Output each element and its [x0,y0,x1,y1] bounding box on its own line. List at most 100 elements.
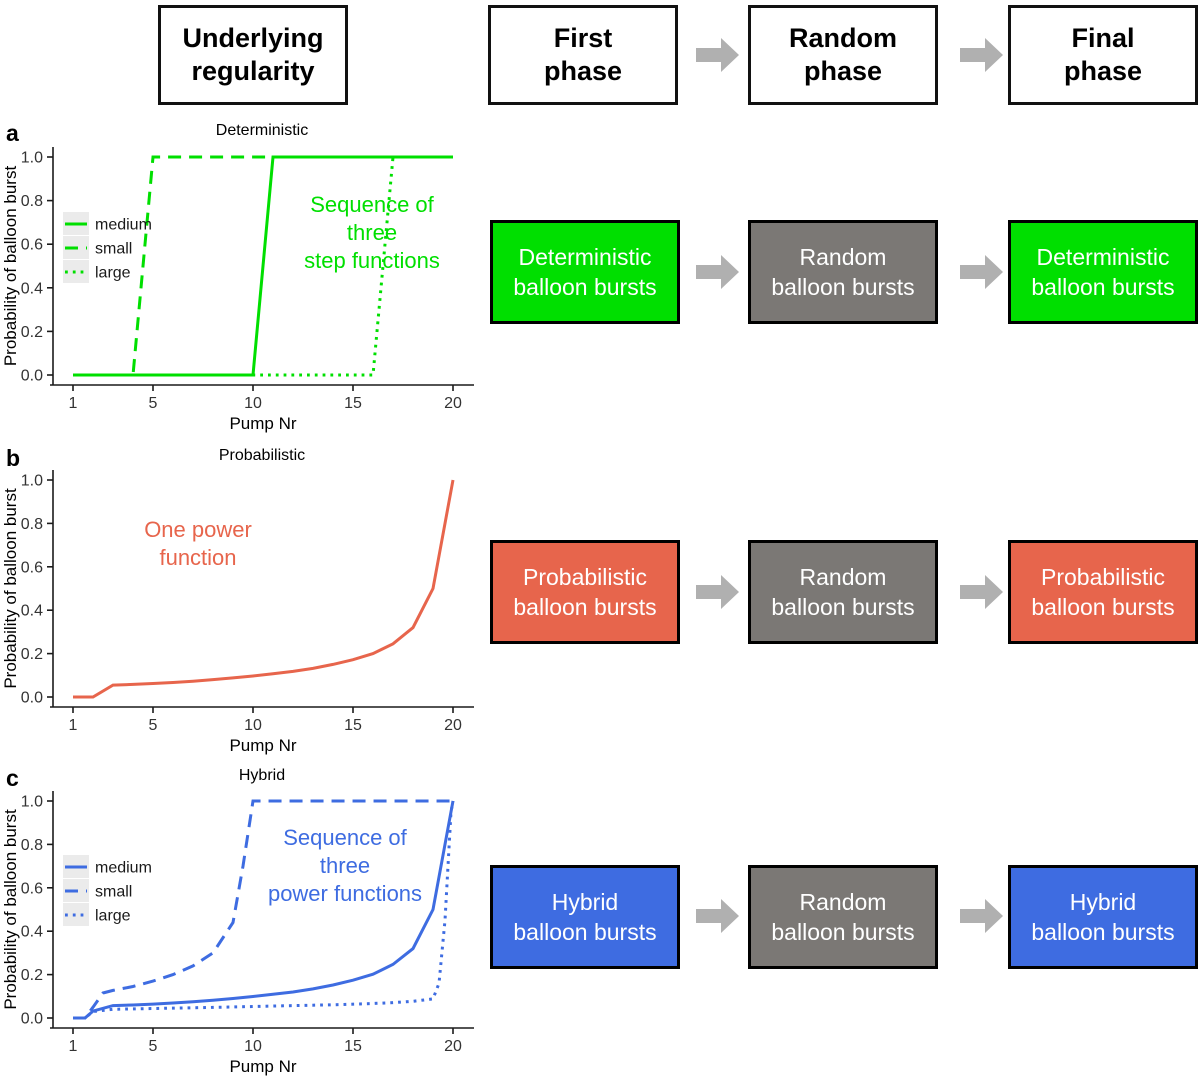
flow-box-b-final-probabilistic: Probabilistic balloon bursts [1008,540,1198,644]
header-label-line: Random [789,23,897,54]
y-tick-label: 0.2 [21,324,43,341]
header-label-line: phase [803,56,883,86]
flow-box-a-first-deterministic: Deterministic balloon bursts [490,220,680,324]
series-medium [73,155,453,377]
flow-box-label-line: Probabilistic [523,563,647,590]
x-tick-label: 1 [69,717,78,734]
annotation: Sequence of three power functions [268,825,422,906]
chart-title: Hybrid [239,767,285,784]
arrow-right-shape [696,38,739,72]
arrow-right-icon [960,575,1003,609]
annotation-line: step functions [304,248,440,273]
header-label-line: First [553,23,613,54]
y-tick-label: 0.4 [21,924,43,941]
y-tick-label: 0.6 [21,237,43,254]
legend-label: medium [95,860,152,877]
arrow-right-shape [696,255,739,289]
panel-letter: c [6,765,19,791]
y-tick-label: 0.0 [21,1011,43,1028]
arrow-right-icon [960,255,1003,289]
header-label-line: phase [1063,56,1143,86]
flow-box-label-line: Random [799,888,887,915]
flow-box-label-line: balloon bursts [771,274,915,300]
header-label-line: Underlying [182,23,324,54]
flow-box-c-random: Random balloon bursts [748,865,938,969]
annotation-line: power functions [268,881,422,906]
flow-box-b-first-probabilistic: Probabilistic balloon bursts [490,540,680,644]
y-tick-label: 0.4 [21,280,43,297]
arrow-right-shape [696,899,739,933]
chart-panel-a-deterministic: a Deterministic 1 5 10 15 20 0.0 0.2 0.4 0.6 0.8 1.0… [0,115,480,435]
arrow-right-shape [960,899,1003,933]
series-group [73,799,455,1020]
flow-box-label-line: Hybrid [551,888,619,915]
x-tick-label: 10 [244,717,262,734]
panel-letter: a [6,120,19,146]
flow-box-label-line: Random [799,563,887,590]
series-large [73,155,453,377]
flow-box-label-line: balloon bursts [1031,594,1175,620]
flow-box-label-line: Random [799,243,887,270]
annotation-line: three [320,853,370,878]
flow-box-c-final-hybrid: Hybrid balloon bursts [1008,865,1198,969]
y-tick-label: 1.0 [21,794,43,811]
header-box-first-phase: First phase [488,5,678,105]
x-axis-title: Pump Nr [229,1057,296,1076]
y-tick-label: 0.0 [21,368,43,385]
y-tick-label: 0.2 [21,646,43,663]
annotation-line: three [347,220,397,245]
x-tick-label: 20 [444,1038,462,1055]
flow-box-label-line: Hybrid [1069,888,1137,915]
y-tick-label: 1.0 [21,473,43,490]
x-tick-label: 5 [149,1038,158,1055]
header-box-random-phase: Random phase [748,5,938,105]
chart-panel-c-hybrid: c Hybrid 1 5 10 15 20 0.0 0.2 0.4 0.6 0.8 1.0 Pump Nr… [0,760,480,1077]
legend-key-bg [63,260,89,283]
legend: medium small large [63,855,152,926]
flow-box-label-line: Probabilistic [1041,563,1165,590]
flow-box-label-line: Deterministic [1036,243,1170,270]
arrow-right-icon [696,38,739,72]
x-tick-label: 20 [444,395,462,412]
y-tick-label: 0.8 [21,837,43,854]
arrow-right-icon [960,38,1003,72]
y-tick-label: 0.2 [21,967,43,984]
chart-title: Deterministic [216,122,308,139]
legend: medium small large [63,212,152,283]
series-medium [73,800,455,1020]
header-box-final-phase: Final phase [1008,5,1198,105]
x-tick-label: 15 [344,717,362,734]
arrow-right-shape [960,575,1003,609]
flow-box-label-line: balloon bursts [513,919,657,945]
annotation-line: Sequence of [310,192,434,217]
legend-label: medium [95,217,152,234]
flow-box-label-line: balloon bursts [771,594,915,620]
chart-title: Probabilistic [219,447,305,464]
x-tick-label: 1 [69,1038,78,1055]
flow-box-b-random: Random balloon bursts [748,540,938,644]
series-group [73,155,453,377]
header-label-line: Final [1071,23,1135,54]
legend-label: small [95,241,132,258]
series-large [73,800,455,1020]
y-tick-label: 0.6 [21,559,43,576]
annotation: One power function [144,517,252,570]
x-tick-label: 5 [149,395,158,412]
y-tick-label: 0.4 [21,603,43,620]
arrow-right-icon [960,899,1003,933]
x-tick-label: 15 [344,395,362,412]
panel-letter: b [6,445,20,471]
flow-box-label-line: balloon bursts [1031,274,1175,300]
flow-box-c-first-hybrid: Hybrid balloon bursts [490,865,680,969]
x-tick-label: 15 [344,1038,362,1055]
arrow-right-shape [696,575,739,609]
x-tick-label: 10 [244,395,262,412]
arrow-right-shape [960,38,1003,72]
legend-key-bg [63,903,89,926]
